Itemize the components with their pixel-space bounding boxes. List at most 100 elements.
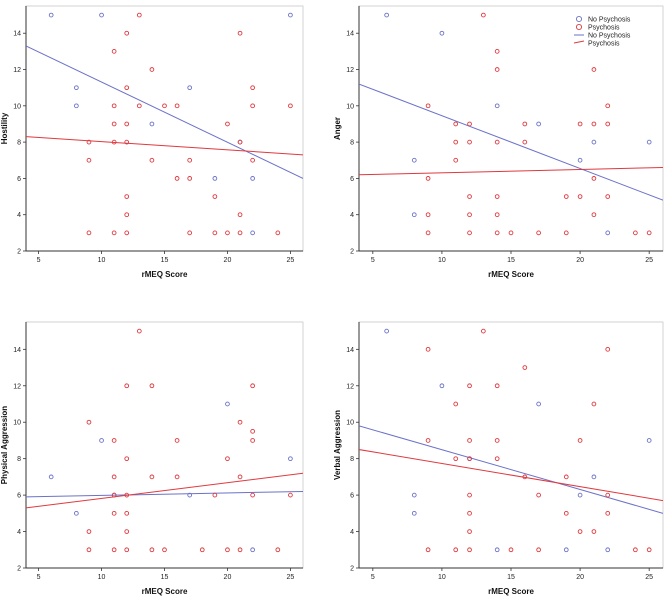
data-point-psychosis [467,547,472,553]
x-tick-label: 25 [287,574,295,581]
data-point-psychosis [250,428,255,434]
data-point-psychosis [124,383,130,389]
y-tick-label: 2 [350,249,354,256]
data-point-psychosis [124,529,130,534]
x-axis-label: rMEQ Score [488,587,534,596]
fit-line-psychosis [359,167,663,176]
y-tick-label: 14 [13,347,21,354]
plot-frame [25,321,304,569]
data-point-psychosis [124,492,130,498]
data-point-psychosis [124,194,130,199]
x-tick-label: 25 [645,257,653,264]
data-point-psychosis [577,194,583,199]
y-tick-label: 14 [346,347,354,354]
data-point-psychosis [212,230,218,236]
data-point-no-psychosis [250,547,255,553]
data-point-no-psychosis [288,12,293,18]
data-point-psychosis [481,12,486,18]
data-point-psychosis [577,121,583,127]
data-point-no-psychosis [74,510,79,516]
data-point-no-psychosis [563,547,569,553]
data-point-psychosis [591,212,597,218]
legend-label: No Psychosis [588,33,631,40]
data-point-psychosis [425,438,431,443]
y-axis-label: Physical Aggression [0,406,9,485]
data-point-psychosis [563,194,569,199]
data-point-psychosis [149,383,155,389]
data-point-psychosis [425,103,431,109]
data-point-psychosis [453,139,459,145]
data-point-psychosis [494,212,500,218]
data-point-psychosis [605,346,611,352]
y-tick-label: 6 [17,493,21,500]
data-point-psychosis [494,139,500,145]
data-point-psychosis [467,121,472,127]
data-point-psychosis [275,230,281,236]
data-point-psychosis [467,383,472,389]
data-point-psychosis [288,103,293,109]
y-tick-label: 2 [17,249,21,256]
data-point-psychosis [425,547,431,553]
x-tick-label: 5 [37,574,41,581]
data-point-psychosis [467,212,472,218]
legend-label: No Psychosis [588,17,631,24]
x-axis-label: rMEQ Score [488,270,534,279]
y-tick-label: 12 [346,383,354,390]
data-point-psychosis [563,510,569,516]
plot-area [26,328,303,553]
y-tick-label: 4 [350,529,354,536]
data-point-psychosis [174,438,180,443]
y-tick-label: 10 [13,103,21,110]
x-tick-label: 25 [645,574,653,581]
data-point-psychosis [467,438,472,443]
data-point-no-psychosis [536,401,541,407]
data-point-no-psychosis [99,438,104,443]
data-point-no-psychosis [384,328,389,334]
data-point-psychosis [536,547,541,553]
y-tick-label: 10 [346,420,354,427]
data-point-psychosis [199,547,205,553]
x-tick-label: 10 [98,257,106,264]
data-point-psychosis [494,49,500,54]
y-tick-label: 6 [350,176,354,183]
data-point-psychosis [124,85,130,91]
data-point-psychosis [111,547,117,553]
data-point-psychosis [522,139,528,145]
data-point-psychosis [162,547,167,553]
data-point-psychosis [111,139,117,145]
y-tick-label: 4 [350,212,354,219]
data-point-psychosis [605,121,611,127]
y-tick-label: 2 [17,566,21,573]
x-tick-label: 10 [438,574,446,581]
data-point-psychosis [237,30,243,36]
legend-marker-no-psychosis [575,15,583,23]
data-point-no-psychosis [494,547,500,553]
data-point-psychosis [467,194,472,199]
fit-line-no-psychosis [359,83,663,201]
data-point-no-psychosis [212,176,218,181]
data-point-no-psychosis [225,401,230,407]
fit-line-psychosis [359,449,663,502]
fit-line-no-psychosis [359,425,663,514]
data-point-psychosis [149,67,155,72]
data-point-psychosis [467,529,472,534]
data-point-no-psychosis [494,103,500,109]
data-point-psychosis [174,474,180,480]
plot-frame [358,321,664,569]
plot-area [26,12,303,236]
data-point-psychosis [250,438,255,443]
data-point-psychosis [237,139,243,145]
panel-verbal-aggression: 5 10 15 20 25 2 4 6 8 10 12 14 rMEQ Score Verbal Aggr… [333,321,664,596]
legend-label: Psychosis [588,41,620,48]
data-point-psychosis [225,456,230,462]
fit-line-psychosis [26,136,303,156]
x-tick-label: 5 [371,257,375,264]
data-point-psychosis [646,230,652,236]
data-point-no-psychosis [48,12,54,18]
data-point-psychosis [467,139,472,145]
data-point-psychosis [453,456,459,462]
data-point-psychosis [577,438,583,443]
data-point-psychosis [149,547,155,553]
fit-line-no-psychosis [26,490,303,498]
data-point-psychosis [494,194,500,199]
